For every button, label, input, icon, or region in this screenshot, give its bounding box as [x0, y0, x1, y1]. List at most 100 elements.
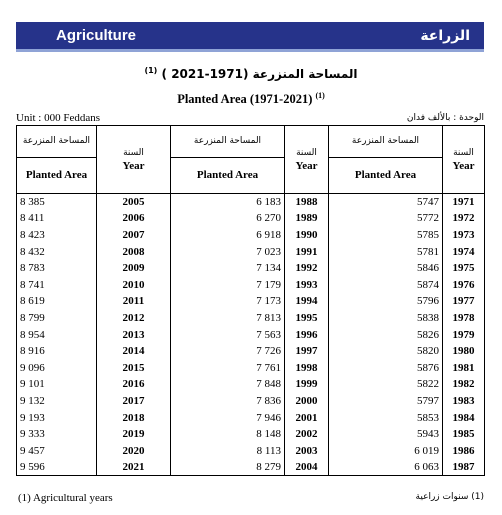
area-cell: 7 726 [170, 342, 285, 360]
area-cell: 5853 [328, 409, 443, 426]
area-cell: 9 132 [16, 392, 97, 410]
year-cell: 1977 [442, 293, 485, 310]
year-cell: 1987 [442, 459, 485, 477]
footnote-ar: (1) سنوات زراعية [415, 492, 484, 502]
header-year-ar: السنة [296, 147, 317, 158]
area-cell: 7 173 [170, 293, 285, 310]
header-area-ar: المساحة المنزرعة [22, 136, 91, 146]
year-cell: 2010 [96, 276, 171, 294]
table-row: 9 193 2018 7 946 2001 5853 1984 [16, 409, 485, 426]
year-cell: 2016 [96, 376, 171, 393]
year-cell: 1982 [442, 376, 485, 393]
header-year-en: Year [452, 159, 475, 172]
area-cell: 5826 [328, 326, 443, 343]
area-cell: 7 848 [170, 376, 285, 393]
table-row: 8 411 2006 6 270 1989 5772 1972 [16, 210, 485, 227]
area-cell: 8 279 [170, 459, 285, 477]
table-body: 8 385 2005 6 183 1988 5747 1971 8 411 2006 6 270… [16, 193, 485, 477]
table-row: 9 096 2015 7 761 1998 5876 1981 [16, 359, 485, 377]
unit-row: Unit : 000 Feddans الوحدة : بالألف فدان [16, 112, 484, 125]
area-cell: 5785 [328, 226, 443, 244]
area-cell: 7 836 [170, 392, 285, 410]
year-cell: 1983 [442, 392, 485, 410]
area-cell: 7 179 [170, 276, 285, 294]
planted-area-table: المساحة المنزرعة السنة Year المساحة المن… [16, 125, 485, 477]
table-row: 8 783 2009 7 134 1992 5846 1975 [16, 259, 485, 277]
table-title-ar-text: المساحة المنزرعة (1971-2021 ) [161, 67, 358, 81]
year-cell: 1972 [442, 210, 485, 227]
area-cell: 6 019 [328, 442, 443, 459]
year-cell: 2021 [96, 459, 171, 477]
header-area-en: Planted Area [196, 169, 259, 181]
year-cell: 1973 [442, 226, 485, 244]
area-cell: 5838 [328, 309, 443, 327]
year-cell: 2020 [96, 442, 171, 459]
area-cell: 5874 [328, 276, 443, 294]
table-row: 8 423 2007 6 918 1990 5785 1973 [16, 226, 485, 244]
table-row: 9 132 2017 7 836 2000 5797 1983 [16, 392, 485, 410]
year-cell: 2006 [96, 210, 171, 227]
year-cell: 2007 [96, 226, 171, 244]
header-area-ar: المساحة المنزرعة [193, 136, 262, 146]
section-banner: Agriculture الزراعة [16, 22, 484, 52]
year-cell: 2005 [96, 193, 171, 211]
area-cell: 5797 [328, 392, 443, 410]
year-cell: 2000 [284, 392, 329, 410]
year-cell: 1989 [284, 210, 329, 227]
table-row: 8 432 2008 7 023 1991 5781 1974 [16, 243, 485, 260]
header-area-en-col3: Planted Area [328, 157, 443, 194]
area-cell: 8 385 [16, 193, 97, 211]
area-cell: 9 596 [16, 459, 97, 477]
year-cell: 1985 [442, 425, 485, 443]
header-area-en: Planted Area [354, 169, 417, 181]
area-cell: 6 270 [170, 210, 285, 227]
area-cell: 6 063 [328, 459, 443, 477]
area-cell: 8 619 [16, 293, 97, 310]
year-cell: 1996 [284, 326, 329, 343]
header-year-ar: السنة [453, 147, 474, 158]
area-cell: 7 563 [170, 326, 285, 343]
year-cell: 1975 [442, 259, 485, 277]
table-row: 9 333 2019 8 148 2002 5943 1985 [16, 425, 485, 443]
table-title-en: Planted Area (1971-2021) (1) [0, 91, 502, 107]
area-cell: 5747 [328, 193, 443, 211]
area-cell: 5846 [328, 259, 443, 277]
area-cell: 6 183 [170, 193, 285, 211]
area-cell: 5820 [328, 342, 443, 360]
year-cell: 2014 [96, 342, 171, 360]
area-cell: 9 457 [16, 442, 97, 459]
year-cell: 2004 [284, 459, 329, 477]
area-cell: 5943 [328, 425, 443, 443]
year-cell: 1994 [284, 293, 329, 310]
table-title-ar-note: (1) [144, 66, 158, 75]
year-cell: 2001 [284, 409, 329, 426]
header-year-en: Year [122, 159, 145, 172]
header-year-en: Year [295, 159, 318, 172]
table-title-ar: المساحة المنزرعة (1971-2021 ) (1) [0, 66, 502, 81]
year-cell: 2013 [96, 326, 171, 343]
area-cell: 8 783 [16, 259, 97, 277]
area-cell: 7 134 [170, 259, 285, 277]
table-row: 8 954 2013 7 563 1996 5826 1979 [16, 326, 485, 343]
year-cell: 1992 [284, 259, 329, 277]
area-cell: 5781 [328, 243, 443, 260]
table-row: 8 916 2014 7 726 1997 5820 1980 [16, 342, 485, 360]
table-title-en-text: Planted Area (1971-2021) [177, 92, 313, 107]
header-year-col2: السنة Year [284, 125, 329, 194]
year-cell: 2017 [96, 392, 171, 410]
table-row: 8 385 2005 6 183 1988 5747 1971 [16, 193, 485, 211]
year-cell: 1995 [284, 309, 329, 327]
header-area-col1: المساحة المنزرعة [16, 125, 97, 158]
table-title-en-note: (1) [315, 91, 325, 100]
area-cell: 7 813 [170, 309, 285, 327]
year-cell: 1976 [442, 276, 485, 294]
unit-label-en: Unit : 000 Feddans [16, 112, 101, 124]
year-cell: 2002 [284, 425, 329, 443]
year-cell: 1999 [284, 376, 329, 393]
table-row: 9 101 2016 7 848 1999 5822 1982 [16, 376, 485, 393]
year-cell: 1998 [284, 359, 329, 377]
year-cell: 1997 [284, 342, 329, 360]
year-cell: 1984 [442, 409, 485, 426]
table-row: 8 799 2012 7 813 1995 5838 1978 [16, 309, 485, 327]
header-year-col3: السنة Year [442, 125, 485, 194]
